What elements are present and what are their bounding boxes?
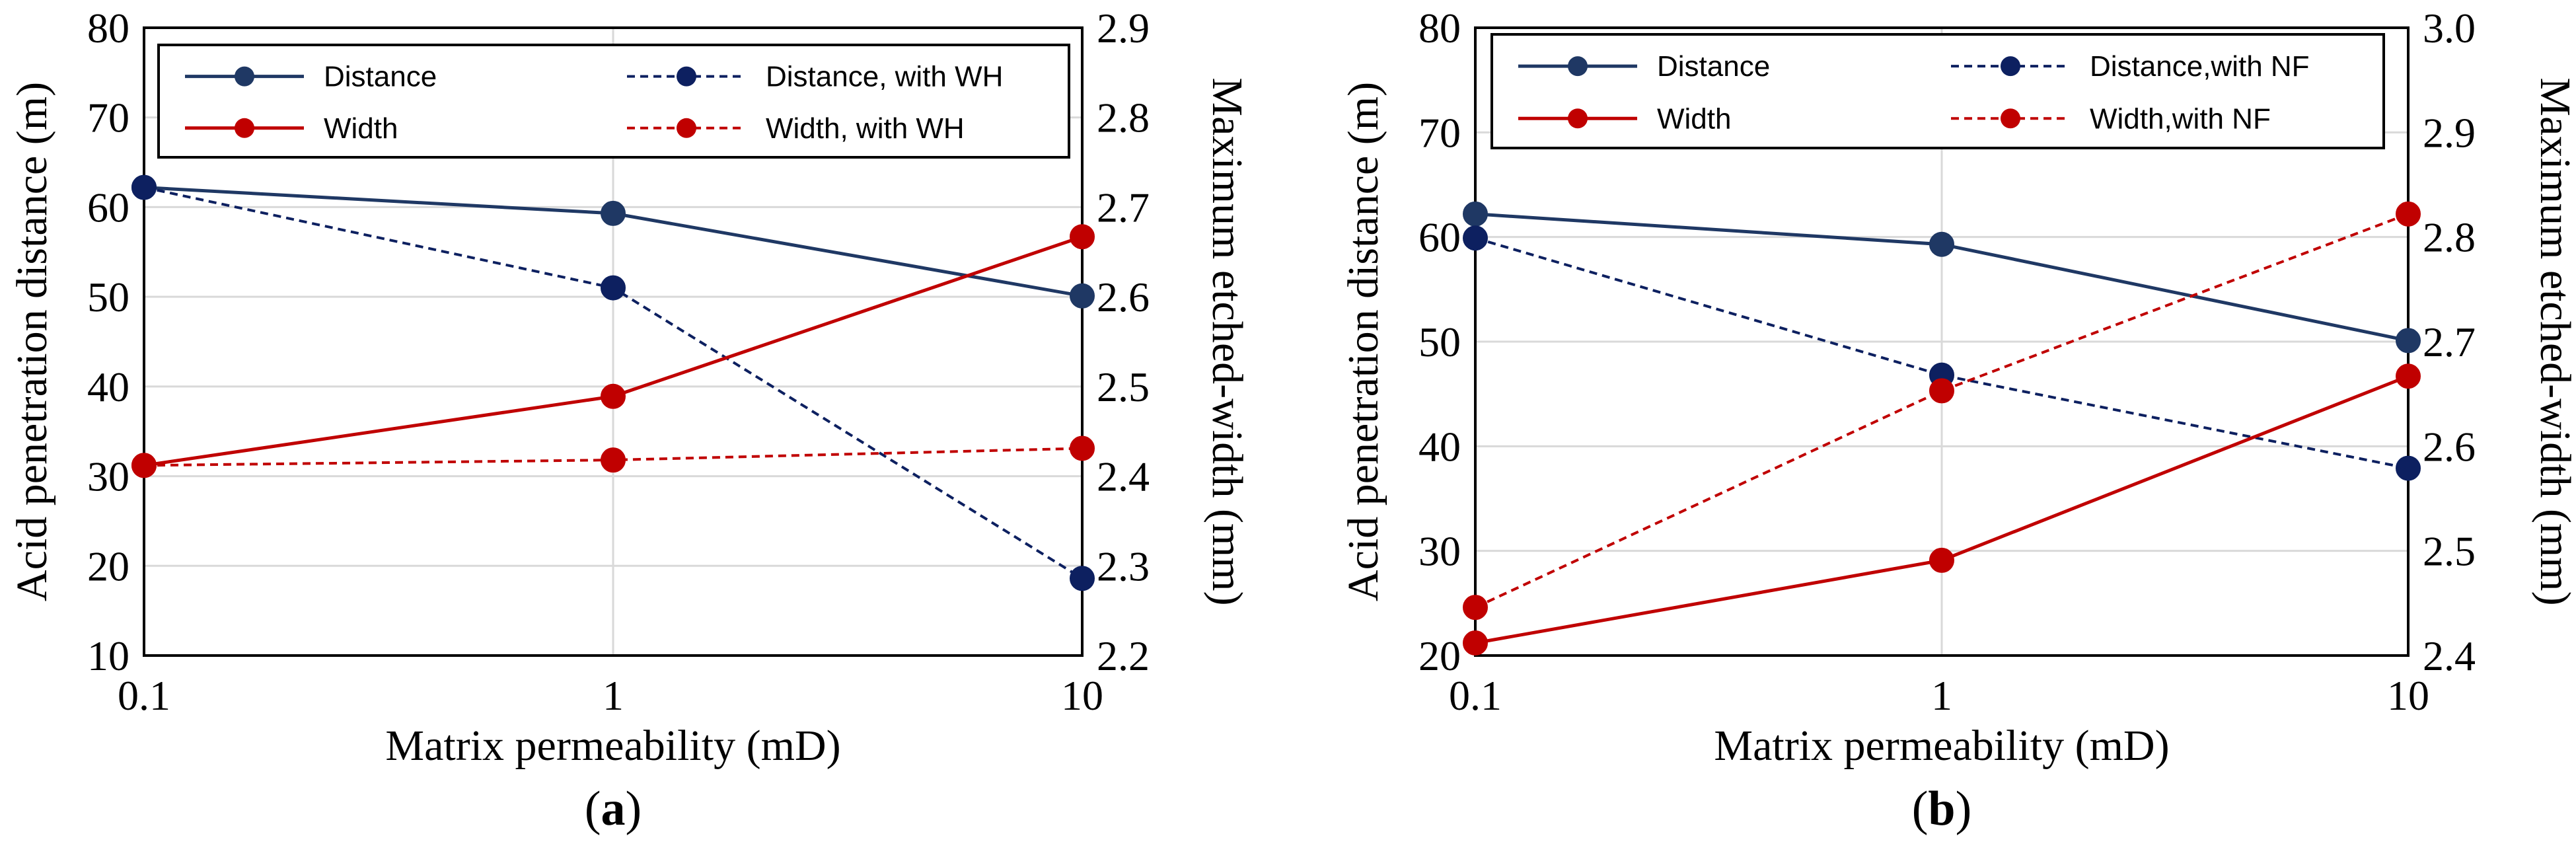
y2-tick-label: 2.5 (1097, 363, 1150, 410)
data-point (2396, 201, 2421, 227)
data-point (601, 447, 626, 473)
legend-label: Width, with WH (766, 112, 965, 145)
legend-swatch-marker (2001, 56, 2020, 77)
data-point (2396, 455, 2421, 481)
data-point (131, 174, 157, 200)
data-point (601, 200, 626, 226)
legend-box (1490, 33, 2385, 149)
y-tick-label: 50 (1418, 319, 1461, 365)
x-tick-label: 0.1 (1449, 672, 1502, 719)
y2-axis-title: Maximum etched-width (mm) (2531, 77, 2576, 605)
x-tick-label: 10 (1061, 672, 1103, 719)
data-point (1070, 435, 1095, 461)
x-tick-label: 0.1 (118, 672, 170, 719)
y-tick-label: 30 (1418, 528, 1461, 575)
y2-tick-label: 2.9 (2423, 109, 2476, 156)
x-axis-title: Matrix permeability (mD) (385, 722, 840, 770)
legend-label: Width (1657, 102, 1731, 135)
data-point (1929, 378, 1954, 404)
y-tick-label: 20 (87, 543, 129, 589)
y2-tick-label: 2.7 (1097, 184, 1150, 231)
chart-panel-b: 20 30 40 50 60 70 80 2.4 2.5 2.6 2.7 2.8 2.9 3.0 0.1 1 1… (1339, 5, 2576, 836)
data-point (1463, 595, 1488, 621)
legend-label: Distance,with NF (2090, 50, 2310, 83)
data-point (1463, 225, 1488, 251)
data-point (601, 383, 626, 409)
legend-label: Distance, with WH (766, 61, 1003, 93)
y2-tick-label: 2.2 (1097, 632, 1150, 679)
x-tick-label: 10 (2387, 672, 2429, 719)
legend-swatch-marker (2001, 108, 2020, 129)
y-tick-label: 80 (1418, 5, 1461, 52)
series-line-1 (1475, 237, 2409, 470)
data-point (1070, 224, 1095, 250)
data-point (1463, 201, 1488, 227)
legend-swatch-marker (235, 118, 254, 138)
legend-label: Distance (324, 61, 437, 93)
y-tick-label: 60 (87, 184, 129, 231)
y2-tick-label: 2.8 (2423, 214, 2476, 261)
panel-label: (a) (585, 782, 642, 836)
y-axis-title: Acid penetration distance (m) (1339, 82, 1387, 601)
legend-box (157, 44, 1070, 159)
legend-label: Distance (1657, 50, 1770, 83)
data-point (2396, 328, 2421, 354)
x-tick-label: 1 (1931, 672, 1952, 719)
y-tick-label: 20 (1418, 632, 1461, 679)
legend-label: Width,with NF (2090, 102, 2271, 135)
y-tick-label: 10 (87, 632, 129, 679)
y-tick-label: 30 (87, 453, 129, 500)
y-axis-title: Acid penetration distance (m) (8, 82, 56, 601)
y2-tick-label: 2.3 (1097, 543, 1150, 589)
legend-swatch-marker (235, 66, 254, 87)
legend-label: Width (324, 112, 398, 145)
y-tick-label: 80 (87, 5, 129, 52)
legend-swatch-marker (1568, 108, 1588, 129)
y2-tick-label: 2.6 (2423, 423, 2476, 470)
y2-tick-label: 2.5 (2423, 528, 2476, 575)
y2-tick-label: 2.4 (2423, 632, 2476, 679)
legend-swatch-marker (677, 118, 696, 138)
plot-area-frame (143, 26, 1084, 657)
data-point (1070, 566, 1095, 591)
legend-swatch-marker (677, 66, 696, 87)
y2-tick-label: 2.9 (1097, 5, 1150, 52)
panel-label: (b) (1912, 782, 1971, 836)
data-point (1929, 547, 1954, 573)
y2-tick-label: 3.0 (2423, 5, 2476, 52)
data-point (131, 453, 157, 478)
y2-tick-label: 2.4 (1097, 453, 1150, 500)
y2-axis-title: Maximum etched-width (mm) (1203, 77, 1251, 605)
y-tick-label: 40 (87, 363, 129, 410)
x-axis-title: Matrix permeability (mD) (1714, 722, 2169, 770)
data-point (1463, 630, 1488, 656)
y-tick-label: 70 (1418, 109, 1461, 156)
y2-tick-label: 2.7 (2423, 319, 2476, 365)
data-point (2396, 363, 2421, 389)
x-tick-label: 1 (603, 672, 624, 719)
legend-swatch-marker (1568, 56, 1588, 77)
y-tick-label: 40 (1418, 423, 1461, 470)
y-tick-label: 60 (1418, 214, 1461, 261)
chart-panel-a: 10 20 30 40 50 60 70 80 2.2 2.3 2.4 2.5 2.6 2.7 2.8 2.9… (8, 5, 1251, 836)
y-tick-label: 70 (87, 94, 129, 141)
y2-tick-label: 2.6 (1097, 274, 1150, 320)
data-point (601, 275, 626, 301)
series-line-3 (1475, 212, 2409, 609)
y-tick-label: 50 (87, 274, 129, 320)
data-point (1929, 231, 1954, 257)
data-point (1070, 283, 1095, 309)
y2-tick-label: 2.8 (1097, 94, 1150, 141)
